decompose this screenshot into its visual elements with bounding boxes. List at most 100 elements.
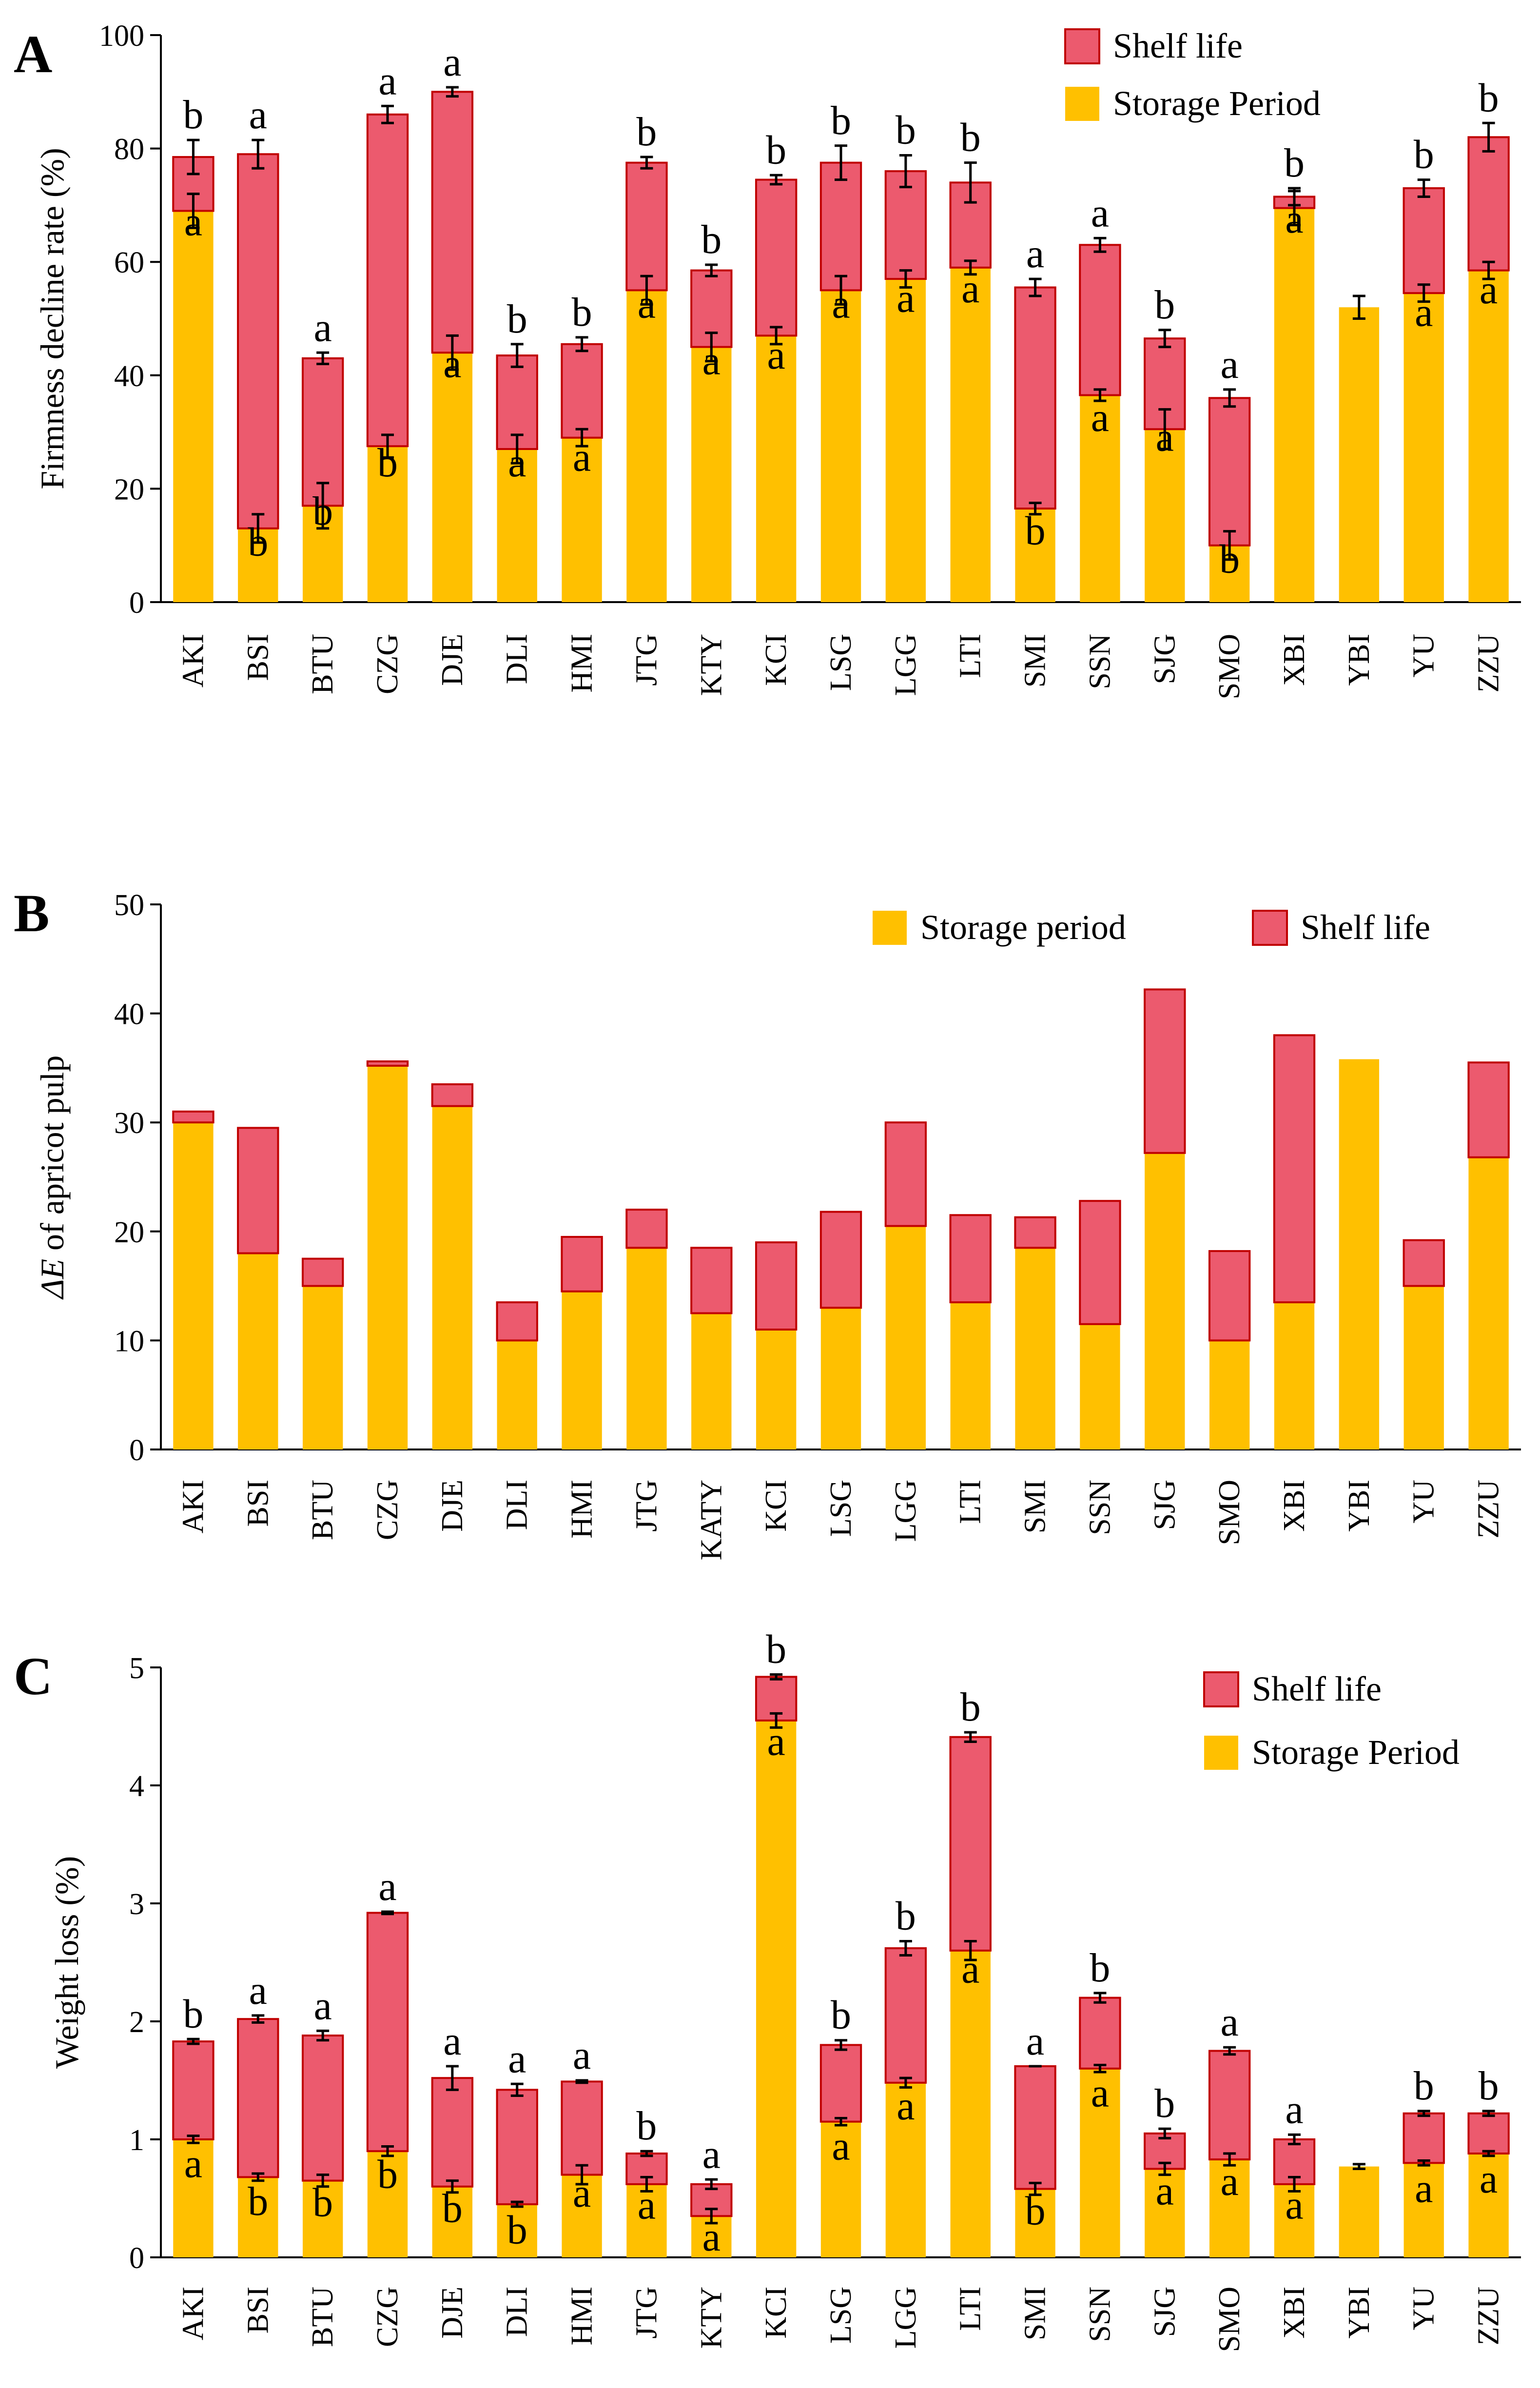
legend-swatch-shelf-c: [1203, 1671, 1239, 1707]
x-category-label-c: SMO: [1213, 2287, 1246, 2352]
shelf-bar-b: [755, 1241, 798, 1331]
x-category-label-b: LTI: [954, 1480, 987, 1524]
storage-significance-letter-a: a: [832, 281, 850, 327]
storage-bar-a: [367, 446, 408, 602]
y-tick-label-c: 4: [129, 1770, 144, 1803]
shelf-bar-c: [1079, 1997, 1121, 2070]
y-tick-label-a: 40: [114, 360, 144, 393]
shelf-bar-a: [1014, 286, 1056, 510]
storage-bar-a: [756, 335, 797, 602]
x-category-label-a: BTU: [306, 634, 339, 694]
shelf-significance-letter-c: b: [831, 1993, 851, 2038]
shelf-significance-letter-c: b: [766, 1627, 786, 1672]
y-axis-label-c: Weight loss (%): [48, 1856, 85, 2069]
x-category-label-b: XBI: [1278, 1480, 1311, 1532]
x-category-label-a: BSI: [241, 634, 274, 681]
shelf-significance-letter-a: b: [1414, 132, 1434, 177]
storage-significance-letter-a: b: [1025, 508, 1046, 553]
storage-bar-b: [302, 1286, 343, 1449]
shelf-significance-letter-a: a: [249, 92, 267, 137]
shelf-significance-letter-c: b: [1479, 2063, 1499, 2109]
storage-bar-c: [820, 2121, 861, 2257]
storage-bar-c: [950, 1950, 991, 2257]
shelf-bar-a: [431, 91, 474, 354]
shelf-bar-b: [1467, 1061, 1510, 1158]
storage-significance-letter-c: b: [1025, 2189, 1046, 2234]
storage-bar-b: [1274, 1302, 1315, 1449]
x-category-label-a: KTY: [695, 634, 728, 696]
storage-significance-letter-a: b: [248, 520, 268, 565]
storage-significance-letter-c: a: [573, 2171, 591, 2216]
x-category-label-b: HMI: [565, 1480, 599, 1539]
storage-bar-c: [432, 2186, 473, 2257]
storage-significance-letter-a: a: [961, 266, 979, 312]
storage-significance-letter-c: a: [1220, 2159, 1238, 2204]
x-category-label-c: BSI: [241, 2287, 274, 2333]
shelf-bar-b: [1403, 1239, 1445, 1287]
shelf-significance-letter-a: b: [896, 108, 916, 153]
x-category-label-b: DLI: [501, 1480, 534, 1530]
storage-significance-letter-a: a: [897, 276, 915, 321]
legend-label-storage-b: Storage period: [920, 908, 1126, 947]
shelf-bar-a: [366, 113, 409, 448]
storage-bar-c: [367, 2151, 408, 2257]
storage-bar-b: [238, 1253, 278, 1449]
storage-bar-b: [497, 1340, 537, 1449]
x-category-label-b: LSG: [824, 1480, 858, 1537]
x-category-label-a: XBI: [1278, 634, 1311, 686]
y-tick-label-b: 50: [114, 889, 144, 922]
panel-letter-a: A: [14, 24, 52, 84]
y-tick-label-a: 0: [129, 587, 144, 620]
shelf-significance-letter-c: b: [1090, 1945, 1110, 1991]
storage-bar-c: [1274, 2184, 1315, 2257]
shelf-bar-a: [1208, 397, 1251, 547]
storage-significance-letter-a: a: [767, 333, 785, 378]
shelf-significance-letter-a: b: [572, 290, 592, 335]
shelf-bar-b: [431, 1083, 474, 1107]
shelf-significance-letter-a: b: [1479, 75, 1499, 120]
shelf-bar-b: [1144, 988, 1186, 1154]
shelf-significance-letter-a: b: [507, 296, 527, 342]
x-category-label-a: JTG: [630, 634, 663, 686]
x-category-label-a: SMI: [1019, 634, 1052, 687]
x-category-label-a: LGG: [889, 634, 922, 696]
shelf-bar-b: [561, 1235, 603, 1292]
shelf-significance-letter-a: b: [183, 92, 203, 137]
shelf-significance-letter-a: b: [766, 127, 786, 173]
storage-significance-letter-c: a: [1091, 2071, 1109, 2116]
storage-significance-letter-c: a: [1285, 2182, 1303, 2228]
storage-bar-a: [1145, 429, 1185, 602]
storage-significance-letter-c: a: [767, 1719, 785, 1764]
shelf-bar-c: [366, 1912, 409, 2153]
x-category-label-b: BTU: [306, 1480, 339, 1540]
shelf-significance-letter-c: b: [636, 2103, 657, 2149]
x-category-label-b: KATY: [695, 1480, 728, 1560]
storage-bar-c: [562, 2174, 602, 2257]
storage-significance-letter-a: a: [1480, 267, 1498, 313]
x-category-label-b: SJG: [1148, 1480, 1181, 1530]
shelf-bar-b: [237, 1127, 279, 1254]
storage-significance-letter-c: b: [507, 2207, 527, 2252]
shelf-bar-a: [625, 161, 668, 292]
shelf-bar-c: [561, 2080, 603, 2176]
shelf-bar-c: [237, 2018, 279, 2178]
shelf-significance-letter-a: b: [831, 98, 851, 143]
x-category-label-c: DLI: [501, 2287, 534, 2337]
storage-significance-letter-c: b: [377, 2152, 398, 2197]
shelf-significance-letter-a: b: [1154, 282, 1175, 328]
storage-bar-b: [1080, 1324, 1120, 1449]
storage-significance-letter-c: a: [1415, 2166, 1433, 2212]
legend-swatch-shelf-b: [1252, 910, 1288, 946]
storage-significance-letter-c: a: [1156, 2168, 1174, 2213]
storage-bar-b: [691, 1313, 732, 1449]
x-category-label-c: LTI: [954, 2287, 987, 2331]
x-category-label-b: DJE: [436, 1480, 469, 1532]
shelf-significance-letter-a: a: [1220, 342, 1238, 387]
shelf-significance-letter-c: a: [508, 2036, 526, 2081]
storage-significance-letter-a: a: [1091, 395, 1109, 440]
shelf-significance-letter-c: a: [1220, 1999, 1238, 2045]
legend-label-shelf-c: Shelf life: [1252, 1669, 1382, 1708]
x-category-label-c: BTU: [306, 2287, 339, 2347]
x-category-label-a: SMO: [1213, 634, 1246, 699]
